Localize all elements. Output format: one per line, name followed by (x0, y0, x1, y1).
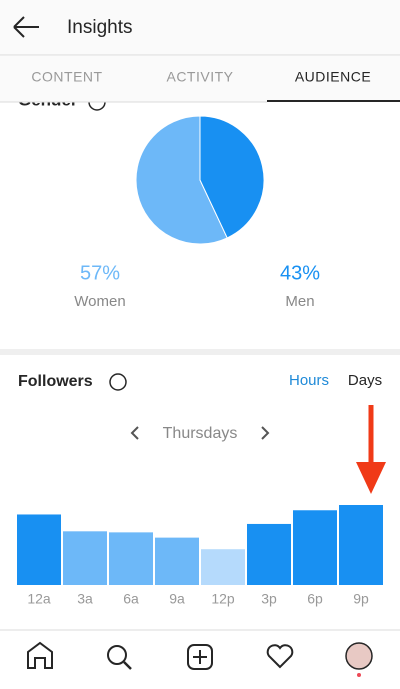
tab[interactable]: CONTENT (31, 69, 102, 85)
bar (63, 531, 107, 585)
tab-active[interactable]: AUDIENCE (295, 69, 371, 85)
pie-slice (199, 115, 265, 239)
info-icon[interactable] (109, 373, 127, 391)
bar (17, 514, 61, 585)
value-label: 43% (280, 262, 320, 284)
profile-avatar[interactable] (345, 642, 373, 670)
tab[interactable]: ACTIVITY (166, 69, 233, 85)
x-tick-label: 3p (261, 591, 277, 607)
day-label: Thursdays (163, 425, 238, 442)
toggle-hours[interactable]: Hours (289, 372, 329, 389)
followers-title: Followers (18, 373, 93, 390)
toggle-days[interactable]: Days (348, 372, 382, 389)
search-icon[interactable] (107, 645, 127, 665)
legend-label: Women (74, 293, 125, 310)
next-day[interactable] (261, 426, 270, 440)
x-tick-label: 6p (307, 591, 323, 607)
add-icon-plus (193, 650, 207, 664)
legend-label: Men (285, 293, 314, 310)
x-tick-label: 3a (77, 591, 93, 607)
tab-bar (0, 56, 400, 102)
prev-day[interactable] (130, 426, 139, 440)
x-tick-label: 9p (353, 591, 369, 607)
value-label: 57% (80, 262, 120, 284)
bar (109, 532, 153, 585)
pie-slice (135, 115, 228, 245)
bar (247, 523, 291, 585)
x-tick-label: 6a (123, 591, 139, 607)
x-tick-label: 9a (169, 591, 185, 607)
bar (339, 505, 383, 585)
header (0, 0, 400, 55)
arrow-annotation-head (356, 462, 386, 494)
notification-dot (357, 673, 361, 677)
search-icon-handle (123, 661, 132, 670)
bar (293, 510, 337, 585)
home-icon[interactable] (27, 641, 53, 669)
bar (201, 549, 245, 585)
activity-icon[interactable] (266, 644, 294, 669)
x-tick-label: 12p (211, 591, 235, 607)
header-title: Insights (67, 17, 132, 38)
bar (155, 537, 199, 585)
add-icon[interactable] (187, 644, 213, 670)
x-tick-label: 12a (27, 591, 51, 607)
tab-indicator (267, 100, 400, 102)
section-separator (0, 349, 400, 355)
back-button[interactable] (13, 16, 39, 38)
